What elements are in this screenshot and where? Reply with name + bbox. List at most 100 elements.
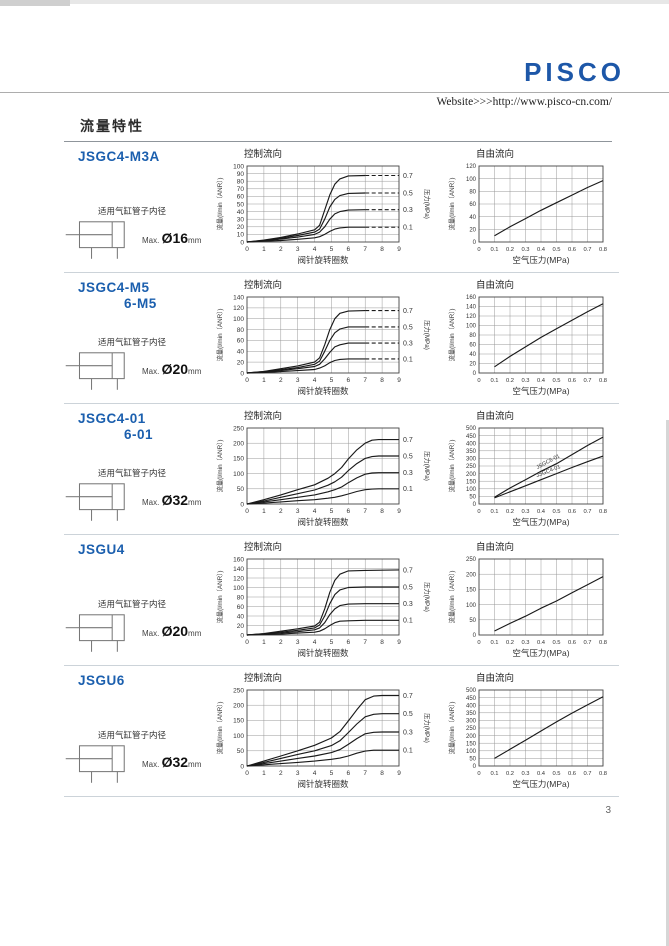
x-tick: 0.3 [521, 771, 529, 777]
pressure-value-label: 0.1 [403, 486, 413, 493]
x-tick: 7 [363, 377, 367, 384]
max-diameter: Max. Ø20mm [142, 623, 201, 641]
x-tick: 2 [279, 770, 283, 777]
free-flow-block: 自由流向 0 0.1 0.2 0.3 0.4 0.5 0.6 0.7 0.8 0 20 40 60 80 10… [446, 280, 618, 403]
pressure-curve [246, 192, 366, 243]
model-info-column: JSGU6 适用气缸管子内径 Max. Ø32mm [64, 673, 214, 796]
x-tick: 1 [262, 770, 266, 777]
y-tick: 250 [233, 425, 244, 432]
cylinder-spec: 适用气缸管子内径 Max. Ø16mm [64, 205, 214, 260]
cylinder-diagram-row: Max. Ø16mm [64, 218, 214, 260]
chart-grid [247, 690, 399, 766]
x-tick: 9 [397, 770, 401, 777]
cylinder-spec: 适用气缸管子内径 Max. Ø32mm [64, 467, 214, 522]
x-tick: 6 [346, 246, 350, 253]
x-tick: 8 [380, 246, 384, 253]
pressure-value-label: 0.5 [403, 190, 413, 197]
x-tick: 3 [296, 508, 300, 515]
y-tick: 0 [240, 763, 244, 770]
y-tick: 140 [233, 294, 244, 301]
max-diameter-value: Ø16 [161, 230, 189, 246]
x-tick: 0.6 [568, 247, 576, 253]
y-tick: 250 [233, 687, 244, 694]
x-tick: 0.6 [568, 771, 576, 777]
flow-curve [494, 696, 604, 759]
y-tick: 40 [237, 209, 245, 216]
x-tick-labels: 0 0.1 0.2 0.3 0.4 0.5 0.6 0.7 0.8 [477, 247, 607, 253]
y-tick: 80 [237, 594, 245, 601]
x-tick: 0 [477, 509, 480, 515]
x-tick: 0.4 [537, 640, 546, 646]
x-tick: 2 [279, 377, 283, 384]
pressure-curve [246, 472, 399, 505]
x-tick: 0.4 [537, 771, 546, 777]
y-tick: 40 [469, 215, 476, 221]
x-tick: 0.5 [552, 771, 560, 777]
x-tick: 0.4 [537, 378, 546, 384]
y-tick: 80 [237, 179, 245, 186]
pressure-curve [246, 209, 366, 243]
x-tick: 1 [262, 508, 266, 515]
control-flow-title: 控制流向 [244, 149, 283, 160]
section-title-wrap: 流量特性 [64, 116, 612, 142]
y-tick: 200 [466, 572, 477, 578]
x-tick: 3 [296, 639, 300, 646]
y-tick: 0 [473, 502, 477, 508]
y-tick: 70 [237, 186, 245, 193]
x-tick: 5 [330, 246, 334, 253]
y-tick: 160 [466, 295, 477, 301]
chart-curves [494, 436, 604, 499]
control-flow-block: 控制流向 0 1 2 3 4 5 6 7 8 9 0 50 100 150 200 250 0.7 0.5 0.3 0.… [214, 411, 442, 534]
x-tick: 0.4 [537, 247, 546, 253]
y-tick: 100 [233, 733, 244, 740]
model-name-line: JSGU6 [78, 673, 125, 688]
x-tick: 0 [477, 640, 480, 646]
x-tick: 0.1 [490, 247, 498, 253]
max-diameter-value: Ø20 [161, 361, 189, 377]
air-pressure-x-axis-label: 空气压力(MPa) [512, 648, 569, 658]
y-tick: 150 [233, 718, 244, 725]
max-diameter-value: Ø20 [161, 623, 189, 639]
x-tick: 0.4 [537, 509, 546, 515]
x-tick: 0 [245, 508, 249, 515]
y-tick: 100 [466, 487, 477, 493]
cylinder-bore-label: 适用气缸管子内径 [98, 730, 167, 740]
x-tick: 0.8 [599, 509, 607, 515]
pressure-curve [246, 569, 400, 636]
x-tick-labels: 0 0.1 0.2 0.3 0.4 0.5 0.6 0.7 0.8 [477, 509, 607, 515]
control-flow-title: 控制流向 [244, 411, 283, 422]
pressure-value-label: 0.5 [403, 453, 413, 460]
y-tick: 50 [237, 201, 245, 208]
x-tick: 0.3 [521, 509, 529, 515]
pressure-value-label: 0.5 [403, 711, 413, 718]
y-tick: 450 [466, 696, 477, 702]
x-tick: 0.5 [552, 509, 560, 515]
x-tick: 0.1 [490, 640, 498, 646]
y-tick: 200 [233, 703, 244, 710]
turns-x-axis-label: 阀针旋转圈数 [297, 386, 349, 396]
x-tick: 0.1 [490, 771, 498, 777]
x-tick: 8 [380, 377, 384, 384]
pressure-curve [246, 749, 399, 767]
cylinder-diagram-row: Max. Ø32mm [64, 742, 214, 784]
pressure-curve [246, 326, 366, 374]
y-tick-labels: 0 20 40 60 80 100 120 140 160 [233, 556, 244, 639]
x-tick: 3 [296, 246, 300, 253]
y-tick: 60 [469, 343, 476, 349]
y-tick: 150 [233, 456, 244, 463]
x-tick: 0.3 [521, 640, 529, 646]
y-tick: 250 [466, 726, 477, 732]
y-tick: 200 [233, 441, 244, 448]
header-divider [0, 92, 669, 93]
page-number: 3 [605, 805, 611, 816]
y-tick-labels: 0 20 40 60 80 100 120 [466, 164, 477, 246]
max-prefix: Max. [142, 367, 162, 376]
y-tick: 60 [469, 202, 476, 208]
free-flow-chart: 0 0.1 0.2 0.3 0.4 0.5 0.6 0.7 0.8 0 20 40 60 80 100 120… [447, 164, 607, 265]
page-title: 流量特性 [80, 118, 144, 134]
chart-grid [247, 559, 399, 635]
y-tick: 100 [233, 585, 244, 592]
pressure-value-label: 0.1 [403, 356, 413, 363]
pressure-curve [246, 439, 399, 505]
